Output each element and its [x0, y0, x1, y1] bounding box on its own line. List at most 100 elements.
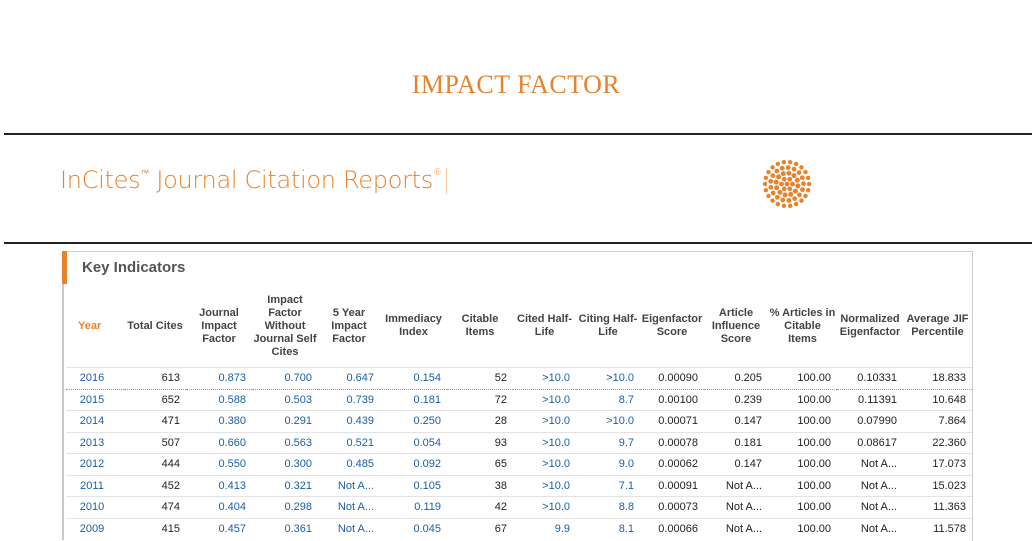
table-cell: 100.00 — [768, 474, 837, 497]
table-cell: 10.648 — [903, 388, 972, 411]
value-link[interactable]: 9.0 — [576, 453, 640, 475]
value-link[interactable]: 0.647 — [318, 367, 380, 389]
value-link[interactable]: 0.105 — [380, 474, 447, 497]
value-link[interactable]: >10.0 — [513, 388, 576, 411]
table-cell: 42 — [447, 496, 513, 518]
value-link[interactable]: 0.521 — [318, 431, 380, 454]
table-cell: 0.07990 — [837, 410, 903, 432]
year-link[interactable]: 2013 — [66, 431, 124, 454]
table-header-row: Year Total Cites Journal Impact Factor Impa… — [66, 285, 972, 368]
table-cell: 72 — [447, 388, 513, 411]
table-cell: 444 — [124, 453, 186, 475]
table-cell: 100.00 — [768, 431, 837, 454]
value-link[interactable]: 0.154 — [380, 367, 447, 389]
brand-separator — [445, 168, 447, 194]
brand-trademark: ™ — [140, 169, 149, 179]
value-link[interactable]: 0.700 — [252, 367, 318, 389]
value-link[interactable]: 0.092 — [380, 453, 447, 475]
value-link[interactable]: 0.660 — [186, 431, 252, 454]
value-link[interactable]: >10.0 — [513, 474, 576, 497]
year-link[interactable]: 2012 — [66, 453, 124, 475]
table-cell: Not A... — [704, 517, 768, 539]
value-link[interactable]: >10.0 — [513, 431, 576, 454]
year-link[interactable]: 2014 — [66, 410, 124, 432]
table-cell: 0.08617 — [837, 431, 903, 454]
year-link[interactable]: 2015 — [66, 388, 124, 411]
table-cell: Not A... — [837, 517, 903, 539]
year-link[interactable]: 2009 — [66, 517, 124, 539]
year-link[interactable]: 2011 — [66, 474, 124, 497]
value-link[interactable]: 0.291 — [252, 410, 318, 432]
column-header[interactable]: Year — [78, 319, 102, 332]
table-cell: 652 — [124, 388, 186, 411]
column-header: Total Cites — [127, 319, 183, 332]
value-link[interactable]: 0.045 — [380, 517, 447, 539]
table-cell: 0.10331 — [837, 367, 903, 389]
value-link[interactable]: 8.1 — [576, 517, 640, 539]
table-cell: 100.00 — [768, 496, 837, 518]
value-link[interactable]: 9.7 — [576, 431, 640, 454]
table-row: 2016 613 0.873 0.700 0.647 0.154 52 >10.0 >10.0 0… — [66, 367, 972, 389]
value-link[interactable]: 0.404 — [186, 496, 252, 518]
value-link[interactable]: >10.0 — [576, 367, 640, 389]
value-link[interactable]: >10.0 — [576, 410, 640, 432]
year-link[interactable]: 2010 — [66, 496, 124, 518]
table-row: 2014 471 0.380 0.291 0.439 0.250 28 >10.0 >10.0 0… — [66, 410, 972, 432]
value-link[interactable]: 0.503 — [252, 388, 318, 411]
incites-jcr-brand: InCites™ Journal Citation Reports® — [60, 166, 447, 194]
table-row: 2013 507 0.660 0.563 0.521 0.054 93 >10.0 9.7 0.0… — [66, 431, 972, 454]
value-link[interactable]: 0.588 — [186, 388, 252, 411]
value-link[interactable]: Not A... — [318, 496, 380, 518]
value-link[interactable]: 0.873 — [186, 367, 252, 389]
brand-incites: InCites — [60, 166, 141, 194]
thomson-reuters-logo-icon — [762, 160, 812, 208]
value-link[interactable]: 0.298 — [252, 496, 318, 518]
table-cell: 11.578 — [903, 517, 972, 539]
value-link[interactable]: 0.250 — [380, 410, 447, 432]
table-cell: Not A... — [837, 496, 903, 518]
table-cell: 11.363 — [903, 496, 972, 518]
value-link[interactable]: 0.457 — [186, 517, 252, 539]
year-link[interactable]: 2016 — [66, 367, 124, 389]
value-link[interactable]: 7.1 — [576, 474, 640, 497]
table-cell: 0.00071 — [640, 410, 704, 432]
value-link[interactable]: 0.739 — [318, 388, 380, 411]
value-link[interactable]: 0.361 — [252, 517, 318, 539]
value-link[interactable]: 0.380 — [186, 410, 252, 432]
value-link[interactable]: Not A... — [318, 517, 380, 539]
value-link[interactable]: 0.413 — [186, 474, 252, 497]
value-link[interactable]: >10.0 — [513, 496, 576, 518]
value-link[interactable]: >10.0 — [513, 410, 576, 432]
table-cell: 471 — [124, 410, 186, 432]
table-cell: Not A... — [704, 474, 768, 497]
table-cell: 100.00 — [768, 517, 837, 539]
value-link[interactable]: 9.9 — [513, 517, 576, 539]
table-cell: Not A... — [837, 474, 903, 497]
table-row: 2010 474 0.404 0.298 Not A... 0.119 42 >10.0 8.8… — [66, 496, 972, 518]
table-cell: 28 — [447, 410, 513, 432]
value-link[interactable]: 0.054 — [380, 431, 447, 454]
table-row: 2015 652 0.588 0.503 0.739 0.181 72 >10.0 8.7 0.0… — [66, 388, 972, 411]
value-link[interactable]: 0.485 — [318, 453, 380, 475]
value-link[interactable]: 0.439 — [318, 410, 380, 432]
table-cell: 452 — [124, 474, 186, 497]
value-link[interactable]: 8.8 — [576, 496, 640, 518]
table-cell: 415 — [124, 517, 186, 539]
page-title: IMPACT FACTOR — [411, 70, 621, 99]
value-link[interactable]: 0.119 — [380, 496, 447, 518]
column-header: Impact Factor Without Journal Self Cites — [253, 293, 317, 358]
value-link[interactable]: 0.181 — [380, 388, 447, 411]
table-cell: 0.00066 — [640, 517, 704, 539]
value-link[interactable]: 0.321 — [252, 474, 318, 497]
column-header: 5 Year Impact Factor — [331, 306, 367, 345]
value-link[interactable]: 8.7 — [576, 388, 640, 411]
column-header: Journal Impact Factor — [199, 306, 239, 345]
value-link[interactable]: >10.0 — [513, 367, 576, 389]
value-link[interactable]: Not A... — [318, 474, 380, 497]
value-link[interactable]: >10.0 — [513, 453, 576, 475]
value-link[interactable]: 0.563 — [252, 431, 318, 454]
table-cell: 65 — [447, 453, 513, 475]
column-header: Eigenfactor Score — [641, 313, 703, 338]
value-link[interactable]: 0.550 — [186, 453, 252, 475]
value-link[interactable]: 0.300 — [252, 453, 318, 475]
